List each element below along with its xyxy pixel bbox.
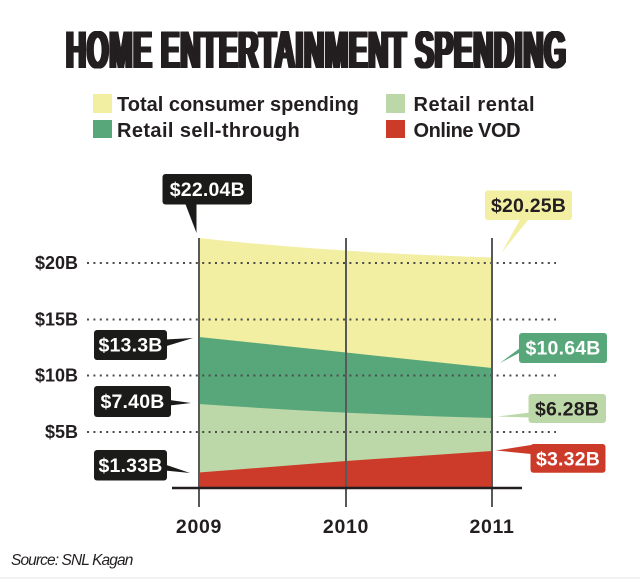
svg-text:$15B: $15B	[35, 310, 78, 330]
svg-text:$3.32B: $3.32B	[536, 448, 600, 470]
svg-text:2010: 2010	[323, 516, 369, 538]
svg-text:$20.25B: $20.25B	[491, 195, 566, 217]
svg-text:$20B: $20B	[35, 253, 78, 273]
svg-text:$5B: $5B	[45, 422, 78, 442]
svg-text:2011: 2011	[469, 516, 514, 538]
svg-text:2009: 2009	[176, 516, 222, 538]
svg-text:$10B: $10B	[35, 366, 78, 386]
svg-text:$10.64B: $10.64B	[525, 338, 600, 360]
svg-text:$1.33B: $1.33B	[98, 455, 162, 477]
svg-text:$22.04B: $22.04B	[170, 179, 245, 201]
svg-text:$13.3B: $13.3B	[98, 335, 162, 357]
svg-text:$7.40B: $7.40B	[100, 391, 164, 413]
svg-text:$6.28B: $6.28B	[535, 398, 599, 420]
